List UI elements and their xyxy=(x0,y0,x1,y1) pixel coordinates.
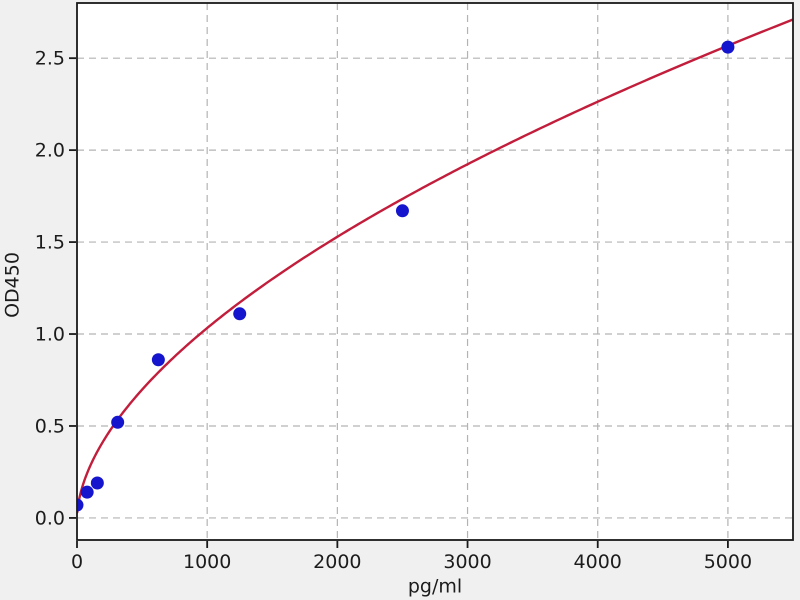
y-axis-title: OD450 xyxy=(1,252,24,318)
data-point xyxy=(395,204,409,218)
data-point xyxy=(77,498,84,512)
x-tick-label: 1000 xyxy=(183,551,231,573)
y-tick-label: 1.5 xyxy=(35,232,65,254)
y-tick-label: 2.5 xyxy=(35,48,65,70)
x-tick-label: 4000 xyxy=(574,551,622,573)
y-tick-label: 0.5 xyxy=(35,415,65,437)
y-tick-label: 2.0 xyxy=(35,140,65,162)
plot-border xyxy=(76,2,794,541)
x-tick-label: 2000 xyxy=(313,551,361,573)
data-layer xyxy=(77,18,793,514)
y-tick-label: 1.0 xyxy=(35,324,65,346)
data-point xyxy=(721,40,735,54)
y-tick-label: 0.0 xyxy=(35,507,65,529)
data-point xyxy=(233,307,247,321)
plot-background xyxy=(77,3,793,540)
data-point xyxy=(80,485,94,499)
x-tick-label: 5000 xyxy=(704,551,752,573)
x-tick-label: 0 xyxy=(71,551,83,573)
data-point xyxy=(151,353,165,367)
data-point xyxy=(90,476,104,490)
data-point xyxy=(111,415,125,429)
x-tick-label: 3000 xyxy=(443,551,491,573)
x-axis-title: pg/ml xyxy=(407,575,463,598)
